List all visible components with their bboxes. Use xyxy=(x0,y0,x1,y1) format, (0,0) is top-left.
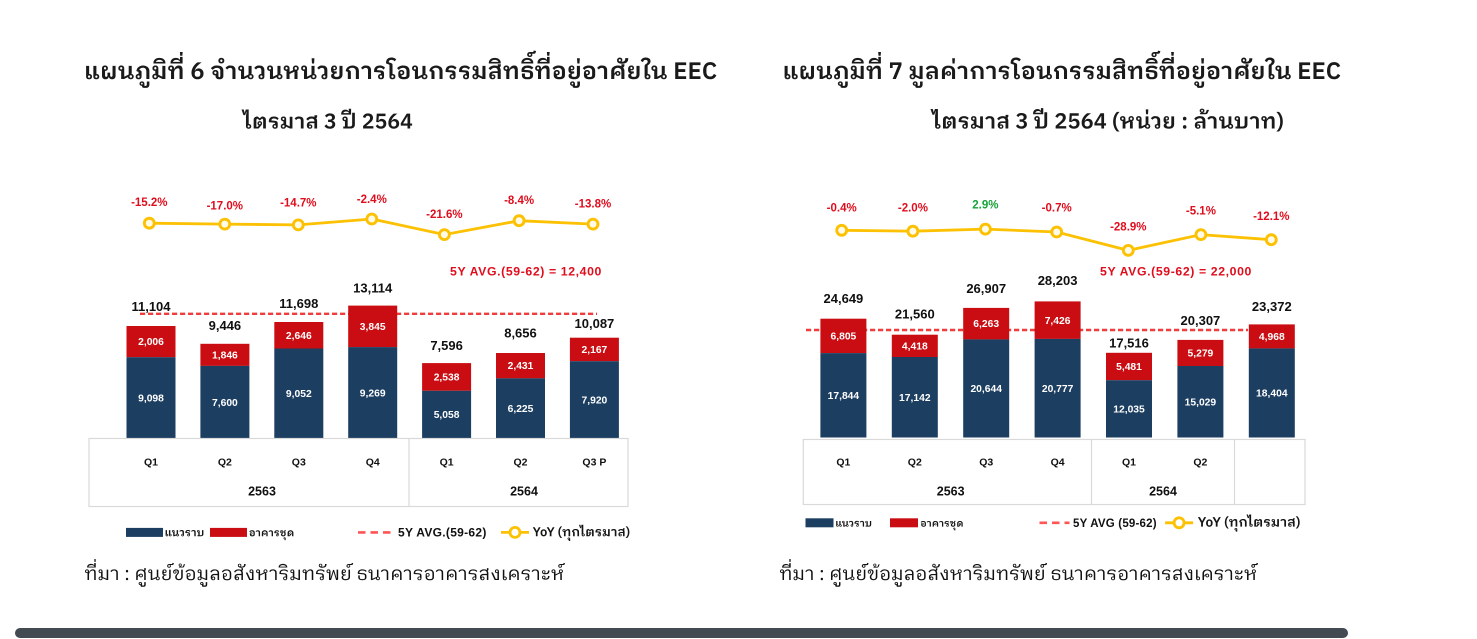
svg-text:-28.9%: -28.9% xyxy=(1110,222,1146,234)
svg-text:5,481: 5,481 xyxy=(1116,362,1142,373)
svg-text:Q2: Q2 xyxy=(1193,457,1207,469)
svg-text:2563: 2563 xyxy=(937,485,965,499)
svg-text:23,372: 23,372 xyxy=(1252,299,1292,314)
svg-text:26,907: 26,907 xyxy=(966,281,1006,296)
svg-text:-2.4%: -2.4% xyxy=(357,194,387,206)
svg-text:10,087: 10,087 xyxy=(575,316,615,331)
svg-text:Q2: Q2 xyxy=(908,457,922,469)
svg-text:-2.0%: -2.0% xyxy=(898,203,928,215)
svg-text:6,225: 6,225 xyxy=(508,404,534,415)
svg-text:20,644: 20,644 xyxy=(970,384,1002,395)
svg-text:2,646: 2,646 xyxy=(286,331,312,342)
svg-text:15,029: 15,029 xyxy=(1185,397,1217,408)
svg-text:5,058: 5,058 xyxy=(434,410,460,421)
svg-text:5Y AVG.(59-62) = 22,000: 5Y AVG.(59-62) = 22,000 xyxy=(1100,265,1252,279)
svg-text:2,167: 2,167 xyxy=(582,345,608,356)
svg-text:20,777: 20,777 xyxy=(1042,384,1074,395)
svg-text:11,104: 11,104 xyxy=(131,299,171,314)
svg-text:1,846: 1,846 xyxy=(212,351,238,362)
svg-text:2.9%: 2.9% xyxy=(972,200,998,212)
svg-text:-14.7%: -14.7% xyxy=(280,198,316,210)
svg-text:Q4: Q4 xyxy=(1051,457,1065,469)
svg-text:8,656: 8,656 xyxy=(504,325,537,340)
svg-text:-17.0%: -17.0% xyxy=(207,201,243,213)
svg-text:12,035: 12,035 xyxy=(1113,405,1145,416)
svg-text:-0.4%: -0.4% xyxy=(827,203,857,215)
svg-text:-8.4%: -8.4% xyxy=(504,195,534,207)
svg-text:5,279: 5,279 xyxy=(1188,349,1214,360)
svg-text:5Y AVG.(59-62) = 12,400: 5Y AVG.(59-62) = 12,400 xyxy=(450,265,602,279)
svg-text:Q1: Q1 xyxy=(440,457,454,469)
svg-text:2564: 2564 xyxy=(510,485,538,499)
svg-text:6,263: 6,263 xyxy=(973,319,999,330)
svg-text:Q1: Q1 xyxy=(144,457,158,469)
svg-text:2563: 2563 xyxy=(248,485,276,499)
svg-text:9,269: 9,269 xyxy=(360,388,386,399)
svg-text:-21.6%: -21.6% xyxy=(426,209,462,221)
svg-text:4,418: 4,418 xyxy=(902,342,928,353)
svg-text:7,596: 7,596 xyxy=(430,338,463,353)
svg-text:Q2: Q2 xyxy=(513,457,527,469)
svg-text:2564: 2564 xyxy=(1149,485,1177,499)
svg-text:17,516: 17,516 xyxy=(1109,336,1149,351)
svg-text:-12.1%: -12.1% xyxy=(1253,211,1289,223)
svg-text:Q1: Q1 xyxy=(836,457,850,469)
svg-text:2,431: 2,431 xyxy=(508,361,534,372)
svg-text:Q1: Q1 xyxy=(1122,457,1136,469)
svg-text:2,006: 2,006 xyxy=(138,337,164,348)
svg-text:Q2: Q2 xyxy=(218,457,232,469)
svg-text:Q4: Q4 xyxy=(366,457,380,469)
svg-text:17,844: 17,844 xyxy=(828,391,860,402)
svg-text:7,600: 7,600 xyxy=(212,398,238,409)
svg-text:21,560: 21,560 xyxy=(895,307,935,322)
svg-text:13,114: 13,114 xyxy=(353,281,393,296)
svg-text:7,426: 7,426 xyxy=(1045,316,1071,327)
svg-text:24,649: 24,649 xyxy=(824,291,864,306)
svg-text:7,920: 7,920 xyxy=(582,396,608,407)
svg-text:9,446: 9,446 xyxy=(209,318,242,333)
svg-text:18,404: 18,404 xyxy=(1256,389,1288,400)
svg-text:-5.1%: -5.1% xyxy=(1186,206,1216,218)
svg-text:20,307: 20,307 xyxy=(1181,313,1221,328)
svg-text:6,805: 6,805 xyxy=(831,332,857,343)
svg-text:2,538: 2,538 xyxy=(434,373,460,384)
svg-text:4,968: 4,968 xyxy=(1259,332,1285,343)
svg-text:-13.8%: -13.8% xyxy=(575,199,611,211)
svg-text:9,098: 9,098 xyxy=(138,394,164,405)
svg-text:11,698: 11,698 xyxy=(279,296,318,311)
svg-text:5Y AVG (59-62): 5Y AVG (59-62) xyxy=(1073,518,1157,530)
svg-text:Q3: Q3 xyxy=(979,457,993,469)
svg-text:28,203: 28,203 xyxy=(1038,273,1078,288)
svg-text:9,052: 9,052 xyxy=(286,389,312,400)
svg-text:-0.7%: -0.7% xyxy=(1042,203,1072,215)
svg-text:Q3: Q3 xyxy=(292,457,306,469)
svg-text:3,845: 3,845 xyxy=(360,322,386,333)
svg-text:5Y AVG.(59-62): 5Y AVG.(59-62) xyxy=(398,526,487,540)
svg-text:17,142: 17,142 xyxy=(899,393,931,404)
svg-text:Q3 P: Q3 P xyxy=(582,457,606,469)
svg-text:-15.2%: -15.2% xyxy=(131,197,167,209)
